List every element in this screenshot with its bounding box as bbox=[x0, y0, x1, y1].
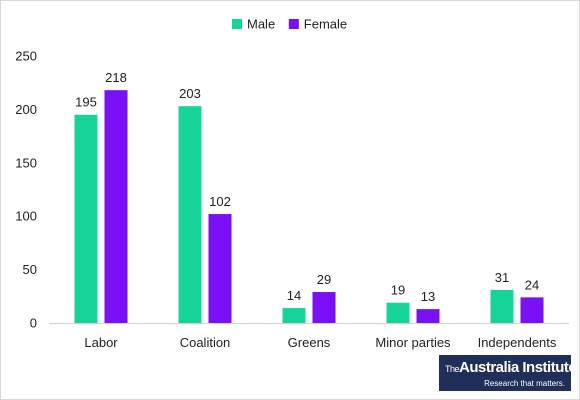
data-label: 31 bbox=[495, 270, 509, 285]
y-tick-label: 250 bbox=[15, 49, 37, 64]
logo-tagline: Research that matters. bbox=[484, 379, 565, 388]
australia-institute-logo: TheAustralia Institute Research that mat… bbox=[439, 355, 577, 391]
bar-male bbox=[74, 114, 98, 324]
legend-swatch-male bbox=[232, 19, 242, 29]
data-label: 195 bbox=[75, 95, 97, 110]
y-tick-label: 0 bbox=[30, 316, 37, 331]
bar-female bbox=[208, 214, 232, 323]
x-tick-label: Independents bbox=[478, 335, 557, 350]
data-label: 19 bbox=[391, 283, 405, 298]
bar-male bbox=[490, 289, 514, 323]
logo-wordmark: TheAustralia Institute bbox=[445, 359, 577, 376]
data-label: 203 bbox=[179, 86, 201, 101]
x-tick-label: Greens bbox=[288, 335, 331, 350]
bar-female bbox=[416, 309, 440, 323]
y-tick-label: 200 bbox=[15, 102, 37, 117]
y-tick-label: 100 bbox=[15, 209, 37, 224]
x-tick-label: Minor parties bbox=[375, 335, 451, 350]
x-tick-label: Coalition bbox=[180, 335, 231, 350]
legend-label-female: Female bbox=[304, 17, 347, 32]
data-label: 14 bbox=[287, 288, 301, 303]
y-tick-label: 50 bbox=[23, 262, 37, 277]
bar-male bbox=[386, 302, 410, 323]
data-label: 13 bbox=[421, 289, 435, 304]
legend-swatch-female bbox=[288, 19, 299, 29]
logo-the: The bbox=[445, 364, 460, 374]
bar-male bbox=[178, 106, 202, 323]
bar-female bbox=[104, 90, 128, 324]
x-tick-label: Labor bbox=[84, 335, 118, 350]
bar-female bbox=[520, 297, 544, 323]
y-tick-label: 150 bbox=[15, 155, 37, 170]
data-label: 218 bbox=[105, 70, 127, 85]
bar-male bbox=[282, 308, 306, 323]
legend-label-male: Male bbox=[247, 17, 275, 32]
bar-female bbox=[312, 292, 336, 323]
data-label: 102 bbox=[209, 194, 231, 209]
data-label: 29 bbox=[317, 272, 331, 287]
logo-name: Australia Institute bbox=[459, 359, 577, 376]
data-label: 24 bbox=[525, 277, 539, 292]
